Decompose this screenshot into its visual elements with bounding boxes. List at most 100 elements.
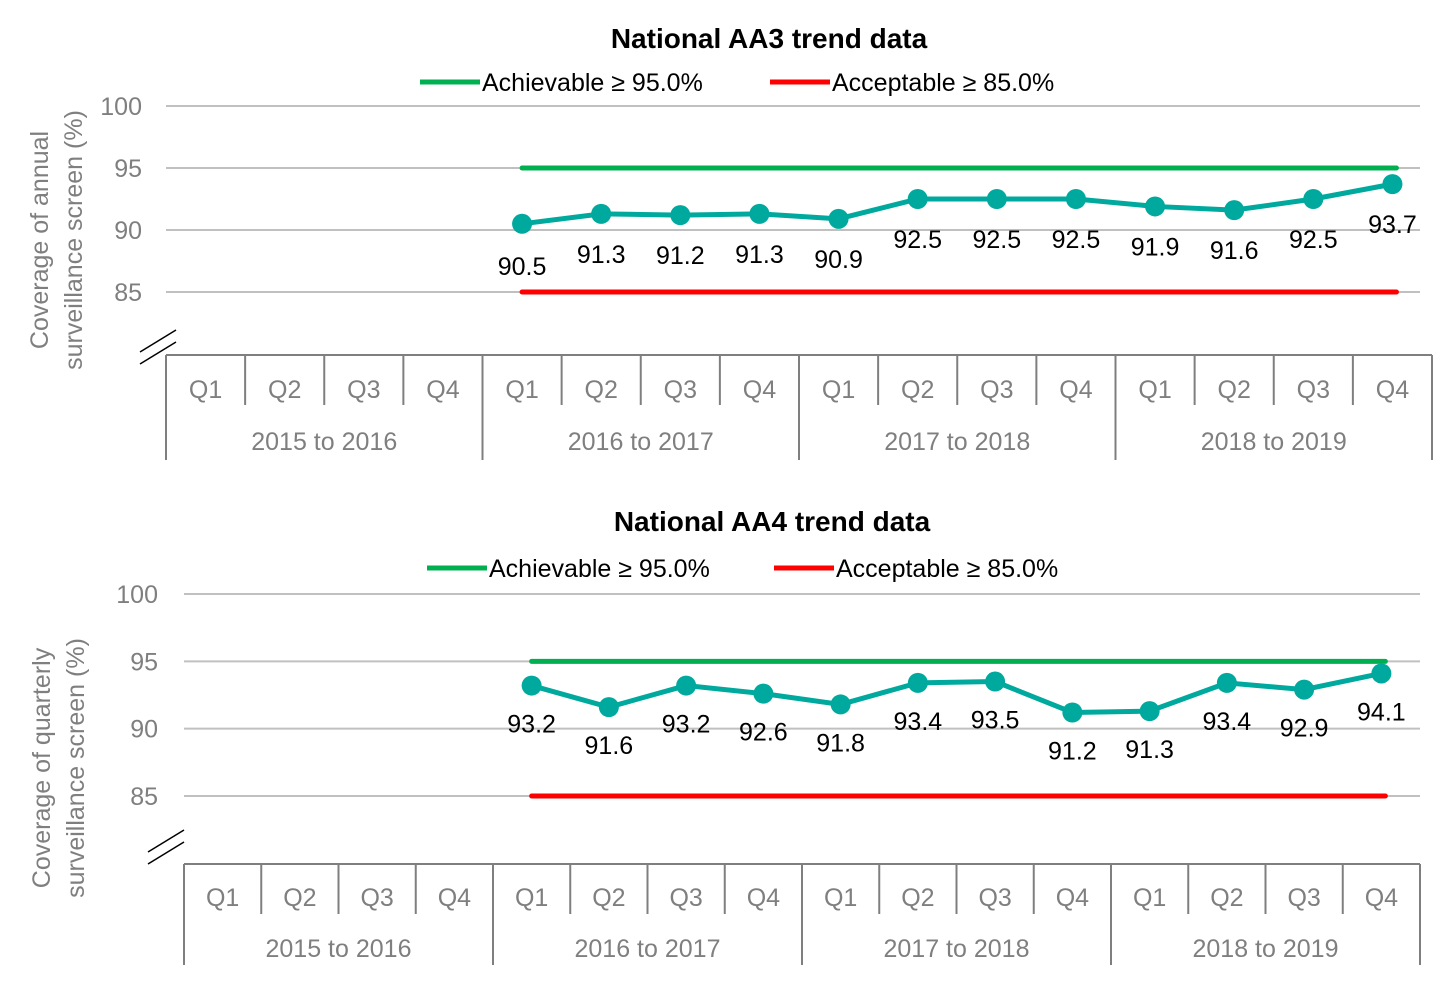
c1-y-tick-100: 100 — [100, 93, 142, 121]
c1-chart-title: National AA3 trend data — [611, 23, 928, 54]
c2-data-point-10 — [985, 671, 1006, 692]
c1-y-axis-label-line-1: surveillance screen (%) — [60, 110, 88, 370]
c2-series-line — [530, 671, 1382, 716]
c2-data-point-9 — [907, 672, 928, 693]
c2-data-label-11: 91.2 — [1048, 738, 1097, 766]
c2-data-label-7: 92.6 — [739, 719, 788, 747]
c2-data-point-8 — [830, 694, 851, 715]
c1-data-point-4 — [512, 213, 533, 234]
c1-y-tick-85: 85 — [114, 279, 142, 307]
c2-data-label-15: 94.1 — [1357, 698, 1406, 726]
c1-data-point-15 — [1382, 174, 1403, 195]
c2-quarter-label-9: Q2 — [901, 884, 934, 912]
c1-data-point-9 — [907, 189, 928, 209]
c2-quarter-label-0: Q1 — [206, 884, 239, 912]
c1-quarter-label-13: Q2 — [1218, 376, 1251, 404]
c2-data-label-4: 93.2 — [507, 711, 556, 739]
c1-axis-break-mark — [139, 329, 177, 353]
c1-data-label-6: 91.2 — [656, 242, 705, 270]
c1-data-label-14: 92.5 — [1289, 226, 1338, 254]
c2-axis-break-mark — [147, 829, 185, 853]
c2-quarter-label-7: Q4 — [747, 884, 780, 912]
c2-data-label-14: 92.9 — [1280, 715, 1329, 743]
c1-legend-label-1: Acceptable ≥ 85.0% — [832, 69, 1054, 97]
c1-quarter-label-15: Q4 — [1376, 376, 1409, 404]
c2-data-label-10: 93.5 — [971, 707, 1020, 735]
c2-data-label-9: 93.4 — [894, 708, 943, 736]
c2-year-label-2: 2017 to 2018 — [884, 935, 1030, 963]
c1-quarter-label-12: Q1 — [1138, 376, 1171, 404]
c1-data-point-8 — [828, 208, 849, 229]
c2-data-label-12: 91.3 — [1125, 736, 1174, 764]
c2-legend-label-1: Acceptable ≥ 85.0% — [836, 555, 1058, 583]
c2-legend-label-0: Achievable ≥ 95.0% — [489, 555, 710, 583]
c1-data-point-11 — [1065, 189, 1086, 209]
c1-quarter-label-7: Q4 — [743, 376, 776, 404]
c1-data-label-10: 92.5 — [972, 226, 1021, 254]
c1-quarter-label-3: Q4 — [426, 376, 459, 404]
c2-y-axis-label-line-0: Coverage of quarterly — [28, 647, 56, 888]
c1-data-label-8: 90.9 — [814, 246, 863, 274]
c2-data-point-7 — [753, 683, 774, 704]
c2-quarter-label-5: Q2 — [592, 884, 625, 912]
c2-quarter-label-15: Q4 — [1365, 884, 1398, 912]
c1-data-label-5: 91.3 — [577, 241, 626, 269]
c1-data-point-5 — [591, 203, 612, 224]
c1-year-label-1: 2016 to 2017 — [568, 428, 714, 456]
c1-year-label-0: 2015 to 2016 — [251, 428, 397, 456]
c2-y-tick-95: 95 — [130, 648, 158, 676]
c1-quarter-label-6: Q3 — [664, 376, 697, 404]
c2-chart-title: National AA4 trend data — [614, 506, 931, 537]
c1-y-tick-90: 90 — [114, 217, 142, 245]
c2-data-point-11 — [1062, 702, 1083, 723]
c1-quarter-label-1: Q2 — [268, 376, 301, 404]
c2-y-tick-85: 85 — [130, 783, 158, 811]
c2-quarter-label-1: Q2 — [283, 884, 316, 912]
c2-year-label-3: 2018 to 2019 — [1193, 935, 1339, 963]
c2-quarter-label-13: Q2 — [1210, 884, 1243, 912]
c1-data-point-14 — [1303, 189, 1324, 209]
c1-year-label-3: 2018 to 2019 — [1201, 428, 1347, 456]
c2-quarter-label-11: Q4 — [1056, 884, 1089, 912]
c1-axis-break-mark — [139, 341, 177, 365]
c1-quarter-label-9: Q2 — [901, 376, 934, 404]
c2-quarter-label-12: Q1 — [1133, 884, 1166, 912]
c1-data-label-12: 91.9 — [1131, 233, 1180, 261]
c1-data-point-6 — [670, 205, 691, 226]
c2-data-point-6 — [676, 675, 697, 696]
c1-data-label-13: 91.6 — [1210, 237, 1259, 265]
c2-data-point-14 — [1294, 679, 1315, 700]
c1-series-line — [521, 181, 1393, 227]
c2-axis-break-mark — [147, 841, 185, 865]
c1-quarter-label-14: Q3 — [1297, 376, 1330, 404]
c2-data-point-13 — [1216, 672, 1237, 693]
c1-quarter-label-10: Q3 — [980, 376, 1013, 404]
c1-data-point-10 — [986, 189, 1007, 209]
c1-data-label-11: 92.5 — [1052, 226, 1101, 254]
c2-quarter-label-4: Q1 — [515, 884, 548, 912]
c1-data-label-9: 92.5 — [893, 226, 942, 254]
c2-y-axis-label-line-1: surveillance screen (%) — [62, 638, 90, 898]
c2-quarter-label-3: Q4 — [438, 884, 471, 912]
c2-data-point-12 — [1139, 701, 1160, 722]
c2-data-label-5: 91.6 — [585, 732, 634, 760]
c1-y-axis-label-line-0: Coverage of annual — [26, 131, 54, 349]
c2-year-label-1: 2016 to 2017 — [575, 935, 721, 963]
c2-quarter-label-10: Q3 — [978, 884, 1011, 912]
c1-quarter-label-11: Q4 — [1059, 376, 1092, 404]
c2-data-point-15 — [1371, 663, 1392, 684]
c1-legend-label-0: Achievable ≥ 95.0% — [482, 69, 703, 97]
c1-year-label-2: 2017 to 2018 — [884, 428, 1030, 456]
c1-quarter-label-5: Q2 — [585, 376, 618, 404]
c1-quarter-label-4: Q1 — [505, 376, 538, 404]
c2-quarter-label-14: Q3 — [1287, 884, 1320, 912]
c2-data-label-13: 93.4 — [1203, 708, 1252, 736]
c1-data-point-7 — [749, 203, 770, 224]
c1-data-point-12 — [1145, 196, 1166, 217]
c2-y-tick-90: 90 — [130, 716, 158, 744]
c2-data-label-8: 91.8 — [816, 729, 865, 757]
c1-y-tick-95: 95 — [114, 155, 142, 183]
c2-y-tick-100: 100 — [116, 581, 158, 609]
c1-data-label-15: 93.7 — [1368, 211, 1417, 239]
c1-data-point-13 — [1224, 200, 1245, 221]
